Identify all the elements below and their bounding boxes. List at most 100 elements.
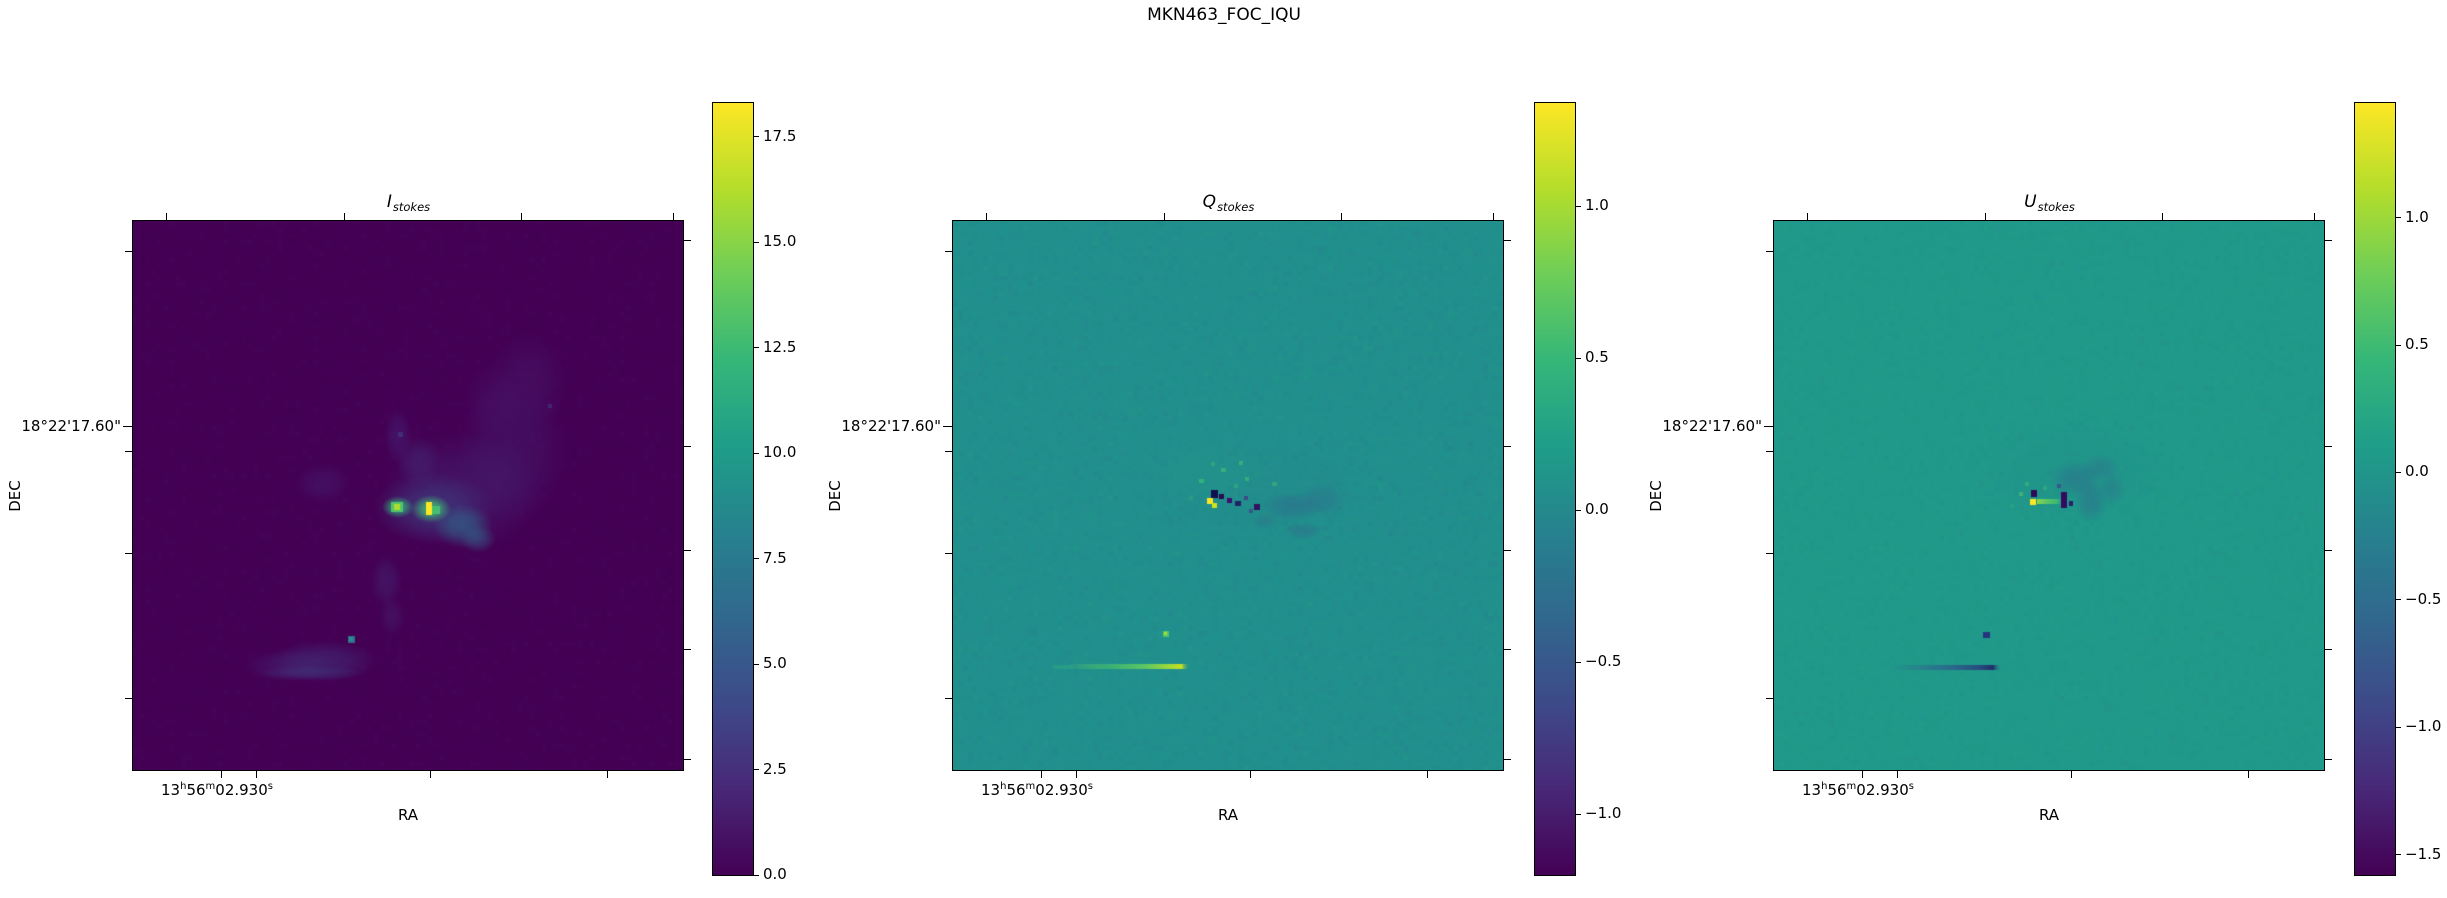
colorbar-tick-label: 17.5 [763,126,797,145]
dec-axis-label: DEC [6,479,24,512]
colorbar-tick-label: −1.5 [2405,844,2442,863]
colorbar-tick-3 [2396,599,2401,601]
colorbar-tick-2 [1576,509,1581,511]
y-left-tick-3 [1766,698,1773,700]
ra-axis-label: RA [1217,806,1239,824]
x-top-tick-3 [2313,213,2315,220]
colorbar-tick-label: 2.5 [763,759,787,778]
colorbar-tick-label: 0.5 [1585,348,1609,367]
ra-axis-label: RA [397,806,419,824]
y-left-tick-2 [945,552,952,554]
colorbar-tick-label: 15.0 [763,232,797,251]
x-top-tick-0 [985,213,987,220]
axes-box [1764,213,2332,778]
ra-tick-label: 13h56m02.930s [981,781,1093,799]
panel-title-main: U [2024,192,2037,212]
colorbar-tick-2 [754,663,759,665]
colorbar-tick-4 [1576,813,1581,815]
x-top-tick-0 [1806,213,1808,220]
panel-title-sub: stokes [392,200,431,214]
panel-title: Istokes [133,192,683,214]
x-top-tick-0 [165,213,167,220]
y-right-tick-3 [1504,648,1511,650]
ra-tick-label: 13h56m02.930s [161,781,273,799]
y-right-tick-2 [2325,549,2332,551]
colorbar-gradient [1535,103,1575,875]
dec-labeled-tick [1764,426,1773,428]
x-bottom-tick-1 [255,771,257,778]
colorbar-tick-label: −1.0 [1585,804,1622,823]
x-top-tick-2 [2162,213,2164,220]
y-right-tick-3 [684,648,691,650]
y-right-tick-0 [1504,239,1511,241]
colorbar [2354,102,2401,876]
colorbar-tick-3 [754,558,759,560]
colorbar-tick-0 [754,874,759,876]
ra-tick-label: 13h56m02.930s [1802,781,1914,799]
axes-box [943,213,1511,778]
y-left-tick-2 [125,552,132,554]
x-top-tick-1 [343,213,345,220]
y-right-tick-4 [1504,758,1511,760]
y-left-tick-0 [945,251,952,253]
colorbar-tick-3 [1576,661,1581,663]
panel-title-sub: stokes [1217,200,1255,214]
y-right-tick-1 [1504,445,1511,447]
colorbar-tick-label: 1.0 [1585,196,1609,215]
colorbar-tick-4 [754,452,759,454]
colorbar [712,102,759,876]
colorbar-tick-label: −0.5 [2405,589,2442,608]
y-right-tick-3 [2325,648,2332,650]
colorbar [1534,102,1581,876]
colorbar-tick-label: 1.0 [2405,207,2429,226]
figure-title: MKN463_FOC_IQU [1147,5,1301,25]
dec-tick-label: 18°22'17.60" [841,417,941,435]
colorbar-gradient [2355,103,2395,875]
y-left-tick-0 [1766,251,1773,253]
x-bottom-tick-3 [1426,771,1428,778]
colorbar-tick-label: 12.5 [763,337,797,356]
x-top-tick-1 [1163,213,1165,220]
panel-title-sub: stokes [2037,200,2075,214]
x-top-tick-3 [672,213,674,220]
colorbar-tick-7 [754,136,759,138]
dec-tick-label: 18°22'17.60" [21,417,121,435]
y-right-tick-1 [2325,445,2332,447]
colorbar-tick-label: 0.0 [2405,462,2429,481]
colorbar-tick-0 [1576,205,1581,207]
x-bottom-tick-0 [220,771,222,778]
y-right-tick-4 [2325,758,2332,760]
colorbar-tick-1 [754,769,759,771]
x-bottom-tick-3 [2247,771,2249,778]
colorbar-tick-label: 0.0 [1585,500,1609,519]
colorbar-tick-6 [754,241,759,243]
x-bottom-tick-3 [606,771,608,778]
dec-axis-label: DEC [1647,479,1665,512]
y-left-tick-3 [945,698,952,700]
x-bottom-tick-2 [429,771,431,778]
x-top-tick-1 [1984,213,1986,220]
dec-axis-label: DEC [826,479,844,512]
panel-title: Qstokes [953,192,1503,214]
colorbar-tick-label: 0.5 [2405,335,2429,354]
x-top-tick-2 [1341,213,1343,220]
colorbar-tick-2 [2396,471,2401,473]
colorbar-gradient [713,103,753,875]
x-bottom-tick-1 [1075,771,1077,778]
colorbar-tick-1 [1576,357,1581,359]
y-left-tick-0 [125,251,132,253]
y-left-tick-1 [1766,451,1773,453]
y-left-tick-2 [1766,552,1773,554]
stokes-u-map-image [1774,221,2324,770]
x-top-tick-3 [1492,213,1494,220]
y-right-tick-1 [684,445,691,447]
panel-title-main: I [386,192,392,212]
colorbar-tick-1 [2396,344,2401,346]
colorbar-tick-label: 5.0 [763,654,787,673]
colorbar-tick-4 [2396,726,2401,728]
x-top-tick-2 [521,213,523,220]
dec-labeled-tick [123,426,132,428]
colorbar-tick-label: −1.0 [2405,717,2442,736]
x-bottom-tick-2 [2070,771,2072,778]
